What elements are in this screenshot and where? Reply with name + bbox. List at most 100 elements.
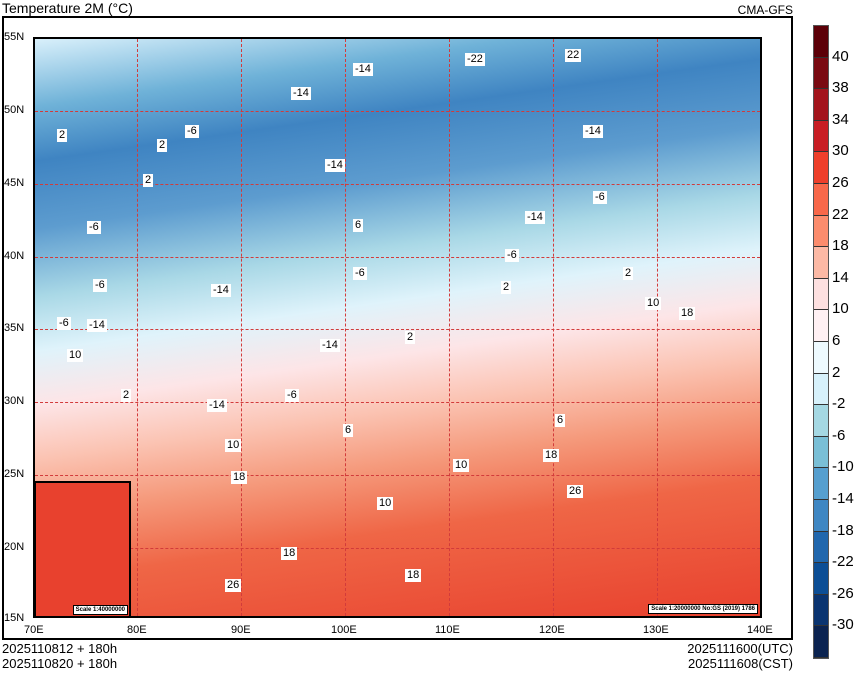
gridline xyxy=(137,39,138,616)
colorbar-swatch xyxy=(814,152,828,184)
contour-label: 2 xyxy=(157,139,168,152)
contour-label: -14 xyxy=(525,211,545,224)
contour-label: -6 xyxy=(353,267,367,280)
colorbar-swatch xyxy=(814,89,828,121)
contour-label: -6 xyxy=(505,249,519,262)
contour-label: -14 xyxy=(583,125,603,138)
lat-label: 35N xyxy=(4,322,25,334)
colorbar-label: -30 xyxy=(832,616,854,634)
contour-label: 2 xyxy=(623,267,634,280)
contour-label: 18 xyxy=(281,547,298,560)
colorbar-swatch xyxy=(814,310,828,342)
contour-label: -22 xyxy=(465,53,485,66)
colorbar-swatch xyxy=(814,120,828,153)
colorbar-swatch xyxy=(814,531,828,564)
map-frame xyxy=(2,16,793,640)
contour-label: 26 xyxy=(225,579,242,592)
colorbar-label: 40 xyxy=(832,47,849,65)
contour-label: 18 xyxy=(231,471,248,484)
gridline xyxy=(241,39,242,616)
colorbar-label: 10 xyxy=(832,300,849,318)
contour-label: 2 xyxy=(405,331,416,344)
contour-label: -6 xyxy=(87,221,101,234)
gridline xyxy=(35,402,760,403)
gridline xyxy=(35,329,760,330)
gridline xyxy=(449,39,450,616)
inset-scale-label: Scale 1:40000000 xyxy=(72,605,128,615)
contour-label: 10 xyxy=(453,459,470,472)
valid-time-cst: 2025111608(CST) xyxy=(687,656,793,671)
colorbar-label: -14 xyxy=(832,490,854,507)
colorbar-label: 6 xyxy=(832,332,841,349)
contour-label: 2 xyxy=(57,129,68,142)
colorbar-swatch xyxy=(814,278,828,311)
contour-label: -14 xyxy=(353,63,373,76)
gridline xyxy=(35,548,760,549)
contour-label: -14 xyxy=(211,284,231,297)
colorbar-label: 14 xyxy=(832,268,849,286)
contour-label: -6 xyxy=(57,317,71,330)
valid-time-utc: 2025111600(UTC) xyxy=(687,641,793,656)
contour-label: 18 xyxy=(679,307,696,320)
colorbar-label: -10 xyxy=(832,458,854,476)
gridline xyxy=(35,111,760,112)
colorbar-swatch xyxy=(814,626,828,658)
init-time-cst: 2025110820 + 180h xyxy=(2,656,118,671)
colorbar-swatch xyxy=(814,183,828,216)
south-china-sea-inset: Scale 1:40000000 xyxy=(34,481,131,618)
lat-label: 40N xyxy=(4,250,25,262)
contour-label: 6 xyxy=(343,424,354,437)
colorbar-swatch xyxy=(814,468,828,500)
contour-label: 18 xyxy=(405,569,422,582)
colorbar xyxy=(813,25,829,659)
gridline xyxy=(35,184,760,185)
gridline xyxy=(35,475,760,476)
colorbar-label: 34 xyxy=(832,110,849,128)
contour-label: 10 xyxy=(645,297,662,310)
colorbar-label: -18 xyxy=(832,521,854,539)
lon-label: 100E xyxy=(331,624,357,636)
contour-label: 10 xyxy=(225,439,242,452)
contour-label: -6 xyxy=(593,191,607,204)
lat-label: 45N xyxy=(4,177,25,189)
colorbar-swatch xyxy=(814,499,828,532)
contour-label: -14 xyxy=(87,319,107,332)
contour-label: 22 xyxy=(565,49,582,62)
main-scale-label: Scale 1:20000000 No:GS (2019) 1786 xyxy=(648,604,758,614)
contour-label: 2 xyxy=(121,389,132,402)
colorbar-swatch xyxy=(814,594,828,627)
gridline xyxy=(35,257,760,258)
colorbar-swatch xyxy=(814,436,828,469)
colorbar-label: -2 xyxy=(832,395,846,413)
colorbar-swatch xyxy=(814,215,828,248)
model-name: CMA-GFS xyxy=(737,3,793,17)
colorbar-label: 18 xyxy=(832,237,849,255)
colorbar-swatch xyxy=(814,563,828,595)
colorbar-swatch xyxy=(814,373,828,406)
colorbar-label: 22 xyxy=(832,205,849,223)
contour-label: -6 xyxy=(285,389,299,402)
lat-label: 55N xyxy=(4,31,25,43)
lon-label: 130E xyxy=(643,624,669,636)
contour-label: 6 xyxy=(555,414,566,427)
contour-label: 2 xyxy=(143,174,154,187)
contour-label: -6 xyxy=(93,279,107,292)
colorbar-label: 26 xyxy=(832,174,849,191)
colorbar-label: -22 xyxy=(832,553,854,571)
contour-label: -14 xyxy=(207,399,227,412)
colorbar-swatch xyxy=(814,57,828,90)
lon-label: 80E xyxy=(127,624,147,636)
lat-label: 20N xyxy=(4,541,25,553)
colorbar-label: 2 xyxy=(832,363,841,381)
lon-label: 120E xyxy=(539,624,565,636)
temperature-map: 2 2 -6 2 -6 -6 -6 -14 -14 -14 -14 -22 22… xyxy=(33,37,762,618)
contour-label: 18 xyxy=(543,449,560,462)
colorbar-swatch xyxy=(814,341,828,374)
colorbar-swatch xyxy=(814,247,828,279)
colorbar-label: 38 xyxy=(832,79,849,97)
gridline xyxy=(657,39,658,616)
lat-label: 50N xyxy=(4,104,25,116)
contour-label: 6 xyxy=(353,219,364,232)
init-time-utc: 2025110812 + 180h xyxy=(2,641,118,656)
colorbar-label: 30 xyxy=(832,142,849,160)
